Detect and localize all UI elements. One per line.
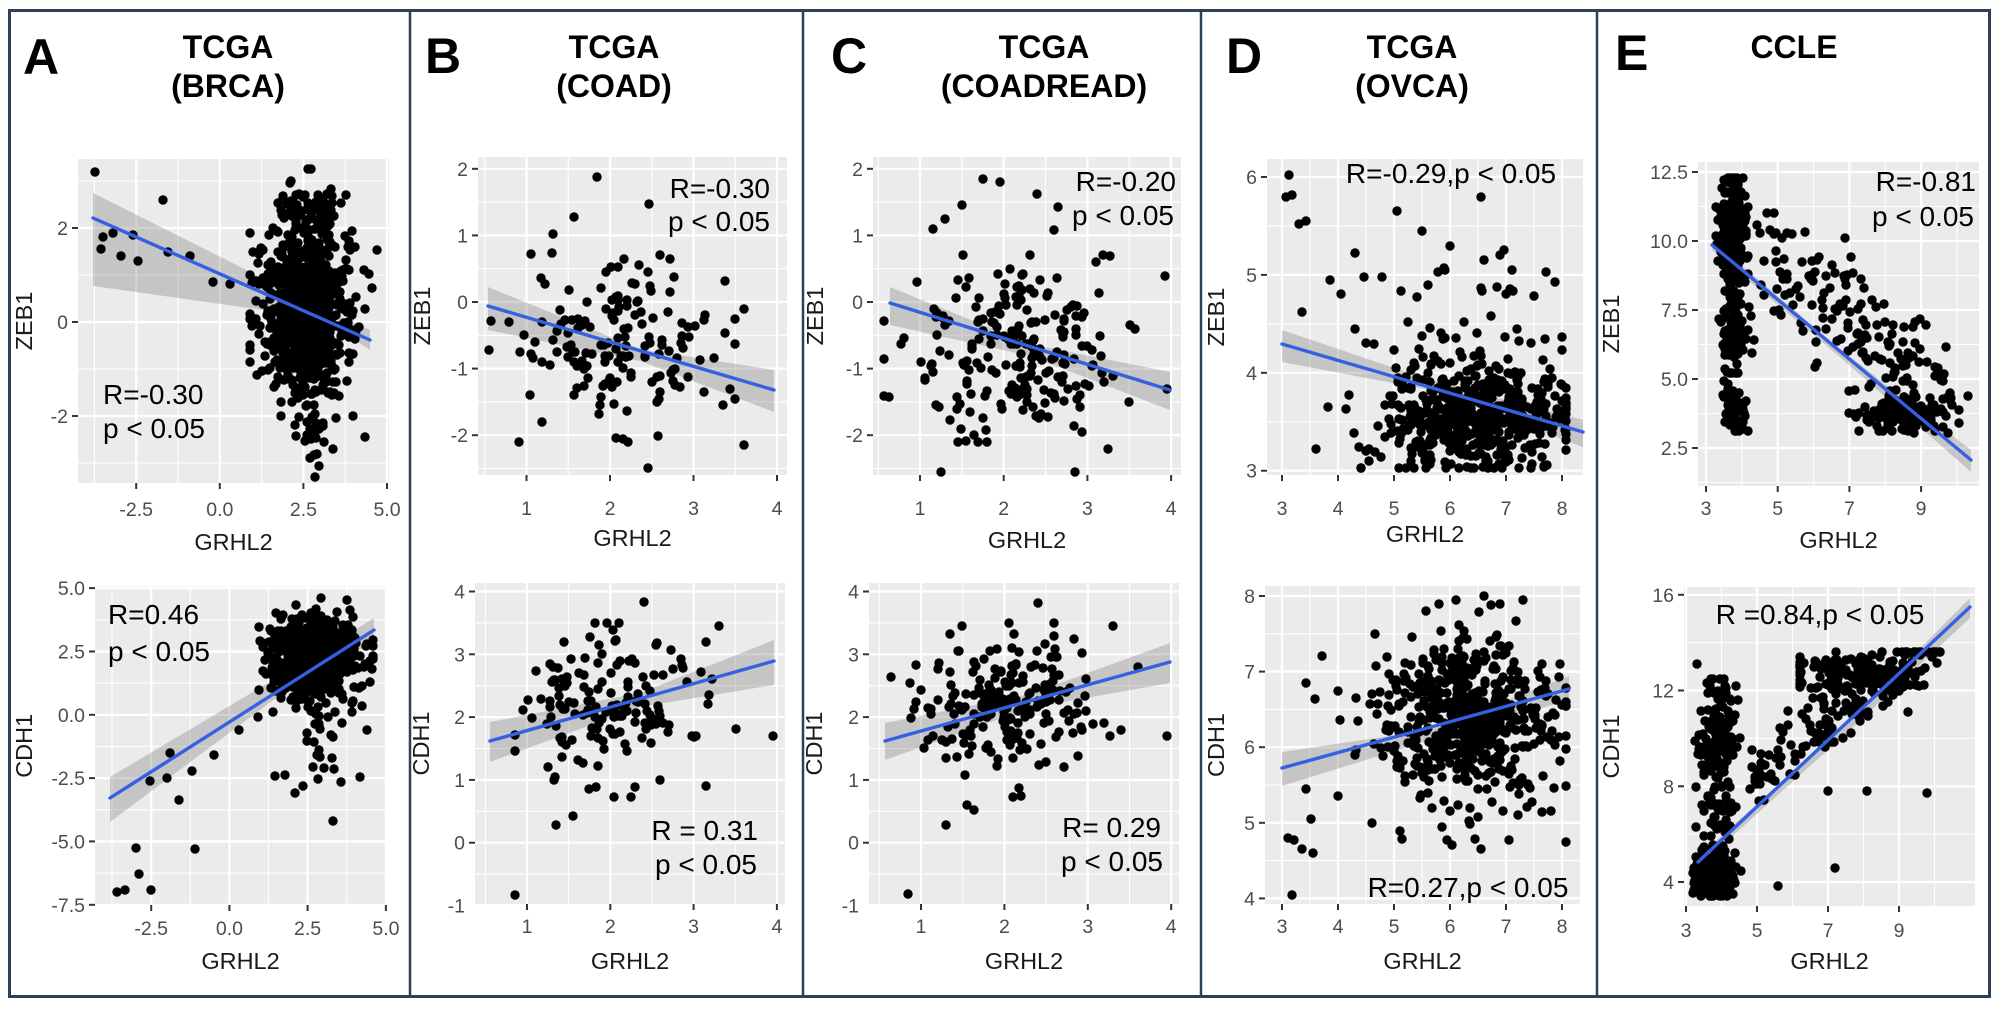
svg-text:7: 7	[1501, 498, 1512, 520]
svg-text:4: 4	[1166, 916, 1177, 938]
svg-text:0.0: 0.0	[206, 499, 233, 521]
svg-text:3: 3	[1277, 498, 1288, 520]
svg-text:2: 2	[454, 707, 465, 729]
svg-text:2: 2	[999, 916, 1010, 938]
svg-text:0: 0	[57, 312, 68, 334]
svg-text:6: 6	[1246, 167, 1257, 189]
svg-text:2.5: 2.5	[58, 642, 85, 664]
svg-text:2.5: 2.5	[290, 499, 317, 521]
svg-text:4: 4	[772, 498, 783, 520]
svg-text:1: 1	[457, 225, 468, 247]
svg-text:1: 1	[852, 225, 863, 247]
svg-text:1: 1	[915, 498, 926, 520]
svg-text:3: 3	[454, 644, 465, 666]
svg-text:0: 0	[457, 292, 468, 314]
svg-text:0.0: 0.0	[58, 705, 85, 727]
svg-text:2: 2	[852, 159, 863, 181]
svg-text:4: 4	[1246, 363, 1257, 385]
svg-text:10.0: 10.0	[1650, 231, 1688, 253]
svg-text:6: 6	[1244, 737, 1255, 759]
svg-text:5: 5	[1389, 916, 1400, 938]
svg-text:8: 8	[1244, 586, 1255, 608]
svg-text:1: 1	[522, 916, 533, 938]
svg-text:5.0: 5.0	[1661, 369, 1688, 391]
svg-text:6: 6	[1445, 498, 1456, 520]
svg-text:3: 3	[688, 498, 699, 520]
svg-text:5.0: 5.0	[373, 499, 400, 521]
svg-text:3: 3	[688, 916, 699, 938]
svg-text:2: 2	[57, 218, 68, 240]
svg-text:7.5: 7.5	[1661, 300, 1688, 322]
svg-text:7: 7	[1501, 916, 1512, 938]
svg-text:9: 9	[1916, 498, 1927, 520]
svg-text:3: 3	[1082, 916, 1093, 938]
svg-text:5: 5	[1246, 265, 1257, 287]
svg-text:5.0: 5.0	[58, 578, 85, 600]
svg-text:5: 5	[1772, 498, 1783, 520]
svg-text:2: 2	[457, 159, 468, 181]
svg-text:5: 5	[1244, 813, 1255, 835]
svg-text:4: 4	[1166, 498, 1177, 520]
svg-text:3: 3	[1277, 916, 1288, 938]
svg-text:-5.0: -5.0	[51, 831, 85, 853]
svg-text:3: 3	[848, 644, 859, 666]
svg-text:7: 7	[1244, 662, 1255, 684]
svg-text:3: 3	[1246, 461, 1257, 483]
svg-text:4: 4	[1333, 498, 1344, 520]
svg-text:-2.5: -2.5	[119, 499, 153, 521]
svg-text:1: 1	[454, 770, 465, 792]
svg-text:1: 1	[916, 916, 927, 938]
svg-text:0.0: 0.0	[216, 918, 243, 940]
svg-text:-1: -1	[451, 359, 468, 381]
svg-text:12.5: 12.5	[1650, 162, 1688, 184]
svg-text:5: 5	[1389, 498, 1400, 520]
svg-text:8: 8	[1557, 916, 1568, 938]
svg-text:0: 0	[454, 833, 465, 855]
svg-text:2: 2	[605, 916, 616, 938]
svg-text:7: 7	[1844, 498, 1855, 520]
svg-text:2.5: 2.5	[1661, 438, 1688, 460]
svg-text:4: 4	[771, 916, 782, 938]
svg-text:1: 1	[848, 770, 859, 792]
svg-text:-1: -1	[846, 359, 863, 381]
svg-text:1: 1	[521, 498, 532, 520]
svg-text:0: 0	[852, 292, 863, 314]
svg-text:-2.5: -2.5	[134, 918, 168, 940]
svg-text:6: 6	[1445, 916, 1456, 938]
svg-text:-1: -1	[842, 896, 859, 918]
svg-text:3: 3	[1082, 498, 1093, 520]
svg-text:4: 4	[454, 582, 465, 604]
svg-text:5.0: 5.0	[372, 918, 399, 940]
svg-text:4: 4	[1333, 916, 1344, 938]
svg-text:4: 4	[848, 582, 859, 604]
svg-text:3: 3	[1701, 498, 1712, 520]
svg-text:2: 2	[998, 498, 1009, 520]
svg-text:0: 0	[848, 833, 859, 855]
svg-text:2.5: 2.5	[294, 918, 321, 940]
svg-text:-2: -2	[451, 425, 468, 447]
svg-text:-7.5: -7.5	[51, 895, 85, 917]
svg-text:8: 8	[1557, 498, 1568, 520]
svg-text:-1: -1	[448, 896, 465, 918]
svg-text:2: 2	[605, 498, 616, 520]
svg-text:-2: -2	[51, 406, 68, 428]
svg-text:4: 4	[1244, 888, 1255, 910]
svg-text:2: 2	[848, 707, 859, 729]
svg-text:-2: -2	[846, 425, 863, 447]
svg-text:-2.5: -2.5	[51, 768, 85, 790]
